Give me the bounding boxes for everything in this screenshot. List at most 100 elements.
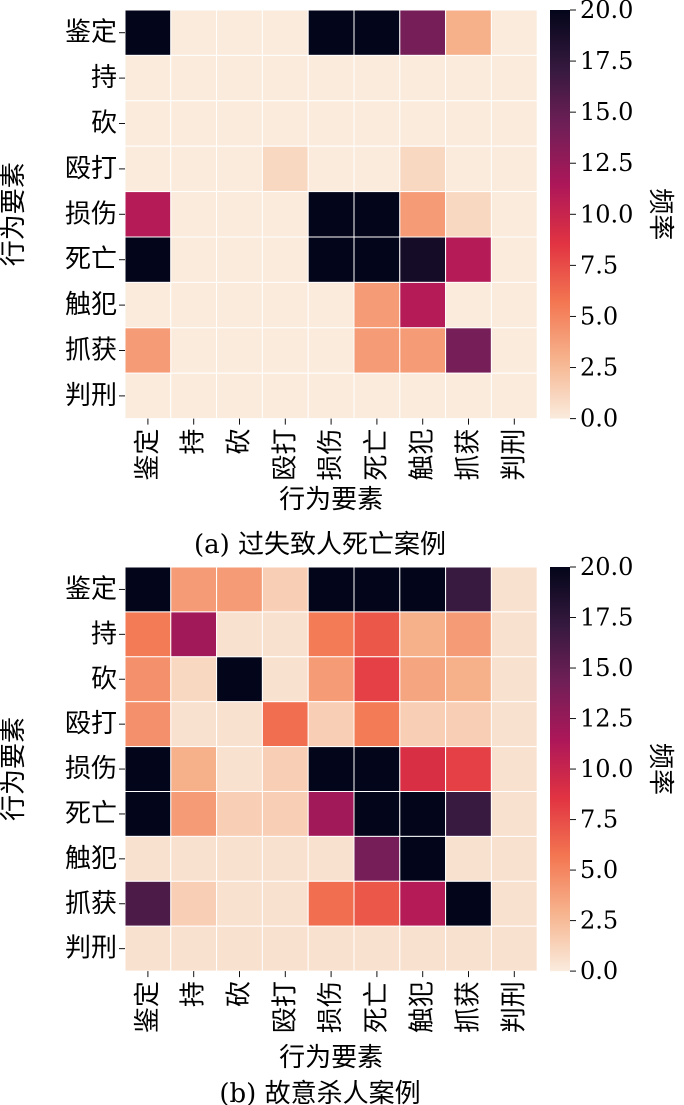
colorbar-tick-label: 17.5 xyxy=(580,604,633,632)
heatmap-cell xyxy=(490,835,538,882)
heatmap-cell xyxy=(353,54,401,102)
heatmap-cell xyxy=(124,145,172,193)
y-axis-label: 行为要素 xyxy=(0,162,29,266)
heatmap-cell xyxy=(445,656,492,703)
heatmap-cell xyxy=(353,656,401,703)
heatmap-cell xyxy=(216,835,263,882)
heatmap-cell xyxy=(170,9,218,56)
x-tick-label: 损伤 xyxy=(316,429,346,481)
heatmap-cell xyxy=(170,880,218,927)
heatmap-cell xyxy=(353,372,401,420)
y-tick-label: 殴打 xyxy=(65,154,117,184)
heatmap-cell xyxy=(445,281,492,329)
heatmap-cell xyxy=(307,100,355,147)
heatmap-cell xyxy=(399,791,447,837)
heatmap-cell xyxy=(490,880,538,927)
heatmap-cell xyxy=(124,701,172,748)
heatmap-cell xyxy=(124,327,172,374)
heatmap-cell xyxy=(261,281,309,329)
colorbar-tick-label: 20.0 xyxy=(580,0,633,24)
x-tick-label: 砍 xyxy=(225,981,255,1007)
y-tick-label: 死亡 xyxy=(65,799,117,829)
heatmap-cell xyxy=(216,656,263,703)
heatmap-cell xyxy=(353,791,401,837)
heatmap-cell xyxy=(170,54,218,102)
x-tick-label: 死亡 xyxy=(362,429,392,481)
heatmap-cell xyxy=(307,145,355,193)
heatmap-cell xyxy=(490,145,538,193)
colorbar-tick-label: 10.0 xyxy=(580,755,633,783)
colorbar xyxy=(550,10,570,419)
heatmap-cell xyxy=(261,835,309,882)
heatmap-cell xyxy=(261,191,309,238)
heatmap-cell xyxy=(490,791,538,837)
heatmap-cell xyxy=(445,746,492,792)
heatmap-cell xyxy=(170,281,218,329)
heatmap-cell xyxy=(307,611,355,658)
heatmap-cell xyxy=(399,925,447,972)
heatmap-cell xyxy=(170,145,218,193)
heatmap-cell xyxy=(399,54,447,102)
y-tick-label: 持 xyxy=(91,63,117,93)
heatmap-cell xyxy=(490,281,538,329)
x-tick-label: 持 xyxy=(179,981,209,1007)
colorbar-tick-label: 5.0 xyxy=(580,302,618,330)
x-tick-label: 抓获 xyxy=(454,981,484,1033)
heatmap-cell xyxy=(216,145,263,193)
heatmap-cell xyxy=(170,566,218,613)
heatmap-cell xyxy=(216,566,263,613)
x-tick-label: 死亡 xyxy=(362,981,392,1033)
x-tick-label: 殴打 xyxy=(270,981,300,1033)
colorbar-tick-label: 0.0 xyxy=(580,405,618,433)
heatmap-cell xyxy=(216,746,263,792)
heatmap-cell xyxy=(353,327,401,374)
colorbar-label: 频率 xyxy=(645,743,675,795)
x-axis-label: 行为要素 xyxy=(279,1043,383,1073)
heatmap-cell xyxy=(353,611,401,658)
heatmap-cell xyxy=(261,327,309,374)
heatmap-cell xyxy=(261,100,309,147)
heatmap-cell xyxy=(490,236,538,283)
heatmap-cell xyxy=(307,566,355,613)
heatmap-cell xyxy=(399,701,447,748)
heatmap-cell xyxy=(490,701,538,748)
y-tick-label: 持 xyxy=(91,619,117,649)
colorbar-tick-label: 2.5 xyxy=(580,907,618,935)
y-tick-label: 殴打 xyxy=(65,709,117,739)
colorbar-tick-label: 7.5 xyxy=(580,251,618,279)
heatmap-cell xyxy=(216,791,263,837)
heatmap-cell xyxy=(170,835,218,882)
heatmap-cell xyxy=(490,54,538,102)
heatmap-cell xyxy=(261,880,309,927)
heatmap-cell xyxy=(353,746,401,792)
heatmap-cell xyxy=(307,791,355,837)
heatmap-cell xyxy=(353,880,401,927)
heatmap-cell xyxy=(124,566,172,613)
heatmap-cell xyxy=(307,925,355,972)
heatmap-cell xyxy=(399,611,447,658)
x-axis-label: 行为要素 xyxy=(279,485,383,515)
heatmap-cell xyxy=(170,611,218,658)
heatmap-cell xyxy=(124,372,172,420)
y-tick-label: 砍 xyxy=(91,664,117,694)
heatmap-cell xyxy=(445,9,492,56)
colorbar-tick-label: 0.0 xyxy=(580,957,618,985)
heatmap-cell xyxy=(399,236,447,283)
heatmap-panel-a: 鉴定持砍殴打损伤死亡触犯抓获判刑鉴定持砍殴打 损伤 死亡 触犯 抓获 判刑行为要素行为要素… xyxy=(0,0,675,560)
heatmap-cell xyxy=(124,925,172,972)
heatmap-cell xyxy=(261,611,309,658)
heatmap-cell xyxy=(261,236,309,283)
y-tick-label: 判刑 xyxy=(65,934,117,964)
heatmap-cell xyxy=(124,100,172,147)
heatmap-cell xyxy=(216,327,263,374)
heatmap-cell xyxy=(170,236,218,283)
heatmap-cell xyxy=(307,281,355,329)
heatmap-cell xyxy=(307,9,355,56)
colorbar-tick-label: 10.0 xyxy=(580,200,633,228)
heatmap-cell xyxy=(307,327,355,374)
x-tick-label: 殴打 xyxy=(270,429,300,481)
heatmap-cell xyxy=(353,925,401,972)
x-tick-label: 触犯 xyxy=(408,429,438,481)
x-tick-label: 损伤 xyxy=(316,981,346,1033)
